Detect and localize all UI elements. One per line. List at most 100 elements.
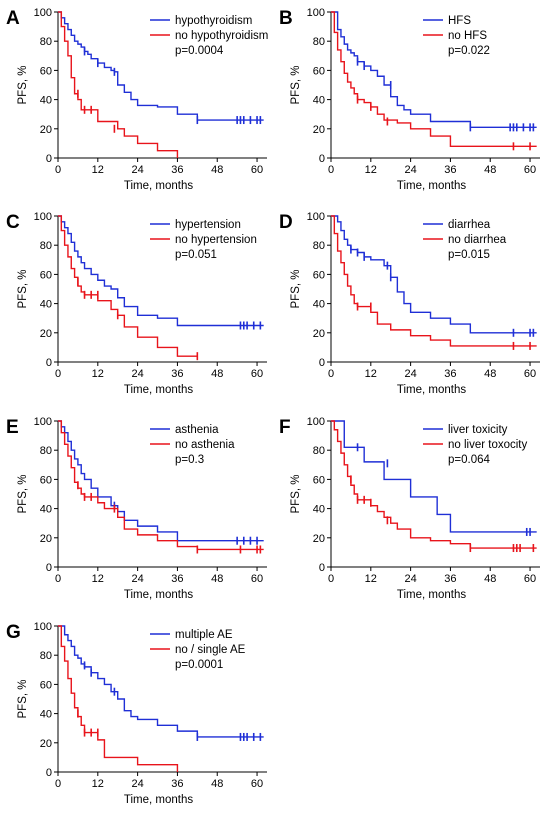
y-tick-label: 20 [313, 124, 325, 136]
y-tick-label: 0 [319, 357, 325, 369]
p-value: p=0.0001 [175, 659, 223, 671]
panel-letter: D [279, 212, 293, 233]
y-tick-label: 100 [34, 7, 52, 19]
x-tick-label: 36 [444, 573, 456, 585]
x-axis-title: Time, months [124, 589, 193, 601]
p-value: p=0.051 [175, 249, 217, 261]
y-tick-label: 80 [40, 445, 52, 457]
legend-label: no hypothyroidism [175, 30, 268, 42]
panel-letter: A [6, 8, 20, 29]
x-tick-label: 60 [524, 573, 536, 585]
y-tick-label: 0 [46, 767, 52, 779]
x-tick-label: 24 [404, 164, 416, 176]
x-tick-label: 0 [55, 573, 61, 585]
x-tick-label: 60 [251, 164, 263, 176]
y-tick-label: 60 [40, 269, 52, 281]
legend-label: hypertension [175, 219, 241, 231]
panel-letter: B [279, 8, 293, 29]
x-tick-label: 12 [92, 164, 104, 176]
y-tick-label: 40 [313, 504, 325, 516]
legend-label: no diarrhea [448, 234, 507, 246]
y-axis-title: PFS, % [17, 680, 29, 719]
x-axis-title: Time, months [397, 384, 466, 396]
panel-letter: C [6, 212, 20, 233]
x-tick-label: 48 [484, 164, 496, 176]
y-tick-label: 100 [307, 416, 325, 428]
panel-e: E 0 20 40 60 80 100 0 12 24 36 48 60 Time, months PFS,… [6, 416, 267, 601]
y-axis-title: PFS, % [290, 270, 302, 309]
x-axis-title: Time, months [397, 180, 466, 192]
x-tick-label: 0 [328, 573, 334, 585]
km-curve-comparator [331, 215, 537, 347]
y-tick-label: 20 [313, 328, 325, 340]
y-tick-label: 60 [313, 65, 325, 77]
x-tick-label: 36 [171, 573, 183, 585]
x-tick-label: 12 [365, 164, 377, 176]
y-tick-label: 20 [40, 533, 52, 545]
y-tick-label: 60 [313, 474, 325, 486]
km-curve-comparator [58, 11, 179, 158]
y-axis-title: PFS, % [290, 475, 302, 514]
y-tick-label: 0 [319, 153, 325, 165]
x-tick-label: 12 [92, 778, 104, 790]
x-tick-label: 12 [365, 368, 377, 380]
x-tick-label: 48 [211, 368, 223, 380]
p-value: p=0.3 [175, 454, 204, 466]
x-tick-label: 0 [55, 164, 61, 176]
x-tick-label: 60 [251, 368, 263, 380]
km-curve-group [58, 420, 264, 542]
x-axis-title: Time, months [124, 384, 193, 396]
y-tick-label: 100 [34, 621, 52, 633]
panel-g: G 0 20 40 60 80 100 0 12 24 36 48 60 Time, months PFS,… [6, 621, 267, 806]
legend-label: hypothyroidism [175, 15, 252, 27]
y-tick-label: 100 [307, 211, 325, 223]
y-tick-label: 80 [313, 36, 325, 48]
y-tick-label: 80 [313, 240, 325, 252]
y-tick-label: 20 [40, 328, 52, 340]
y-tick-label: 0 [46, 562, 52, 574]
y-tick-label: 60 [40, 474, 52, 486]
x-tick-label: 24 [404, 368, 416, 380]
km-curve-group [331, 420, 537, 533]
y-tick-label: 80 [313, 445, 325, 457]
y-axis-title: PFS, % [17, 66, 29, 105]
legend-label: no hypertension [175, 234, 257, 246]
y-tick-label: 0 [46, 357, 52, 369]
km-curve-group [58, 11, 264, 121]
km-curve-group [331, 11, 537, 129]
y-tick-label: 20 [40, 738, 52, 750]
km-curve-group [331, 215, 537, 334]
y-tick-label: 0 [46, 153, 52, 165]
y-tick-label: 100 [34, 416, 52, 428]
p-value: p=0.064 [448, 454, 490, 466]
y-axis-title: PFS, % [290, 66, 302, 105]
x-tick-label: 60 [524, 164, 536, 176]
legend-label: HFS [448, 15, 471, 27]
x-tick-label: 48 [211, 778, 223, 790]
x-tick-label: 60 [251, 573, 263, 585]
legend-label: no asthenia [175, 439, 235, 451]
y-tick-label: 60 [313, 269, 325, 281]
panel-f: F 0 20 40 60 80 100 0 12 24 36 48 60 Time, months PFS,… [279, 416, 540, 601]
y-tick-label: 20 [313, 533, 325, 545]
y-tick-label: 40 [313, 95, 325, 107]
legend-label: diarrhea [448, 219, 491, 231]
km-curve-group [58, 215, 264, 327]
p-value: p=0.015 [448, 249, 490, 261]
x-tick-label: 0 [55, 368, 61, 380]
y-tick-label: 40 [40, 709, 52, 721]
legend-label: no / single AE [175, 644, 246, 656]
y-tick-label: 100 [34, 211, 52, 223]
panel-letter: G [6, 622, 21, 643]
x-tick-label: 0 [328, 368, 334, 380]
x-tick-label: 24 [131, 778, 143, 790]
x-tick-label: 12 [92, 573, 104, 585]
panel-letter: F [279, 417, 291, 438]
km-curve-comparator [58, 625, 179, 772]
panel-d: D 0 20 40 60 80 100 0 12 24 36 48 60 Time, months PFS,… [279, 211, 540, 396]
panel-b: B 0 20 40 60 80 100 0 12 24 36 48 60 Time, months PFS,… [279, 7, 540, 192]
km-curve-group [58, 625, 264, 738]
x-tick-label: 24 [404, 573, 416, 585]
y-tick-label: 60 [40, 65, 52, 77]
y-tick-label: 40 [40, 504, 52, 516]
